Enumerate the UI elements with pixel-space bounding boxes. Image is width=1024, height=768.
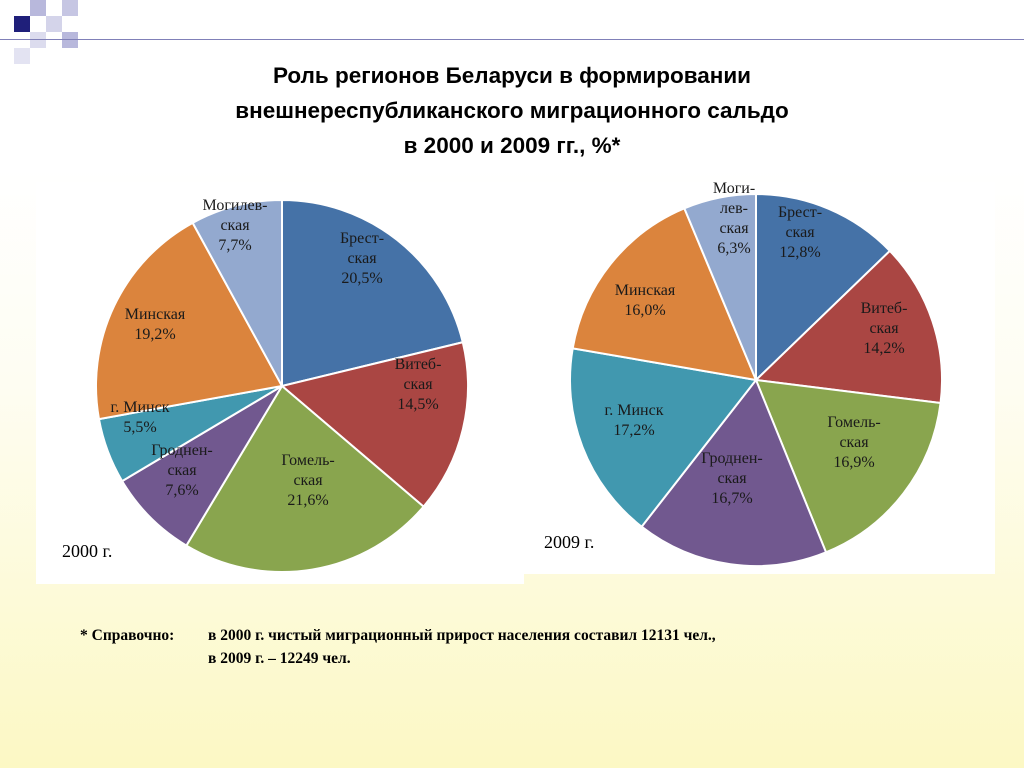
slice-label-line: ская	[293, 472, 323, 489]
pie-slice-могилевская	[683, 192, 757, 381]
decor-square-lilac	[14, 48, 30, 64]
slice-label-минская: Минская 16,0%	[615, 282, 676, 319]
footnote-line: в 2009 г. – 12249 чел.	[208, 650, 351, 667]
pie-slice-гродненская	[640, 378, 828, 567]
slice-label-минская: Минская 19,2%	[125, 306, 186, 343]
slice-label-line: Витеб-	[395, 356, 442, 373]
slice-label-line: Гомель-	[281, 452, 334, 469]
slice-label-line: Гроднен-	[701, 450, 762, 467]
slice-label-line: Могилев-	[203, 197, 268, 214]
slice-label-line: 17,2%	[613, 422, 654, 439]
pie-slice-брестская	[755, 192, 892, 383]
pie-slice-гомельская	[185, 384, 425, 573]
year-label-2000: 2000 г.	[62, 541, 113, 561]
decor-square-navy	[14, 16, 30, 32]
slice-label-брестская: Брест-ская 20,5%	[340, 230, 384, 287]
slice-label-line: ская	[717, 470, 747, 487]
slice-label-line: 12,8%	[779, 244, 820, 261]
slice-label-line: 16,9%	[833, 454, 874, 471]
slice-label-line: 14,5%	[397, 396, 438, 413]
footnote: * Справочно: в 2000 г. чистый миграционны…	[80, 624, 940, 670]
title-line: внешнереспубликанского миграционного сал…	[235, 98, 789, 123]
pie-slice-витебская	[753, 249, 943, 405]
slice-label-гомельская: Гомель-ская 16,9%	[827, 414, 880, 471]
slice-label-line: 14,2%	[863, 340, 904, 357]
slice-label-гомельская: Гомель-ская 21,6%	[281, 452, 334, 509]
decor-divider	[0, 39, 1024, 40]
title-line: в 2000 и 2009 гг., %*	[403, 133, 621, 158]
slice-label-line: лев-	[720, 200, 748, 217]
slice-label-line: Гомель-	[827, 414, 880, 431]
pie-slice-г-минск	[569, 347, 758, 529]
slice-label-line: 20,5%	[341, 270, 382, 287]
pie-slice-минская	[95, 221, 284, 421]
slice-label-line: Минская	[615, 282, 676, 299]
slice-label-могилевская: Моги-лев-ская 6,3%	[713, 180, 755, 257]
title-line: Роль регионов Беларуси в формировании	[272, 63, 752, 88]
slice-label-line: г. Минск	[111, 399, 170, 416]
decor-square-lilac	[30, 32, 46, 48]
slice-label-гродненская: Гроднен-ская 16,7%	[701, 450, 762, 507]
slice-label-line: 6,3%	[717, 240, 750, 257]
slice-label-line: Брест-	[340, 230, 384, 247]
slice-label-line: Моги-	[713, 180, 755, 197]
slice-label-line: ская	[869, 320, 899, 337]
slice-label-могилевская: Могилев-ская 7,7%	[203, 197, 268, 254]
slice-label-line: ская	[785, 224, 815, 241]
slice-label-line: ская	[719, 220, 749, 237]
slice-label-line: Минская	[125, 306, 186, 323]
slice-label-line: Брест-	[778, 204, 822, 221]
slide-title: Роль регионов Беларуси в формировании вн…	[160, 58, 864, 163]
slice-label-line: Витеб-	[861, 300, 908, 317]
decor-square-lilac	[46, 16, 62, 32]
slice-label-витебская: Витеб-ская 14,2%	[861, 300, 908, 357]
decor-square-lilac	[62, 32, 78, 48]
slice-label-брестская: Брест-ская 12,8%	[778, 204, 822, 261]
slice-label-line: 5,5%	[123, 419, 156, 436]
footnote-line: в 2000 г. чистый миграционный прирост на…	[208, 627, 716, 644]
pie-slice-брестская	[281, 198, 464, 388]
slice-label-line: 21,6%	[287, 492, 328, 509]
slice-label-line: ская	[347, 250, 377, 267]
slice-label-line: ская	[167, 462, 197, 479]
slice-label-витебская: Витеб-ская 14,5%	[395, 356, 442, 413]
pie-slice-минская	[571, 207, 758, 382]
slice-label-line: ская	[403, 376, 433, 393]
slice-label-г-минск: г. Минск 5,5%	[111, 399, 170, 436]
pie-slice-гродненская	[120, 385, 283, 547]
decor-square-lilac	[30, 0, 46, 16]
slice-label-г-минск: г. Минск 17,2%	[605, 402, 664, 439]
slice-label-line: 7,7%	[218, 237, 251, 254]
slice-label-line: г. Минск	[605, 402, 664, 419]
decor-square-lilac	[62, 0, 78, 16]
pie-slice-витебская	[279, 341, 469, 509]
slice-label-line: Гроднен-	[151, 442, 212, 459]
footnote-label: * Справочно:	[80, 627, 175, 644]
year-label-2009: 2009 г.	[544, 532, 595, 552]
pie-slice-могилевская	[191, 198, 283, 387]
pie-slice-гомельская	[754, 378, 942, 554]
slice-label-line: 16,7%	[711, 490, 752, 507]
slice-label-line: ская	[839, 434, 869, 451]
slice-label-line: 7,6%	[165, 482, 198, 499]
slice-label-line: 16,0%	[624, 302, 665, 319]
slice-label-line: ская	[220, 217, 250, 234]
slice-label-гродненская: Гроднен-ская 7,6%	[151, 442, 212, 499]
slice-label-line: 19,2%	[134, 326, 175, 343]
